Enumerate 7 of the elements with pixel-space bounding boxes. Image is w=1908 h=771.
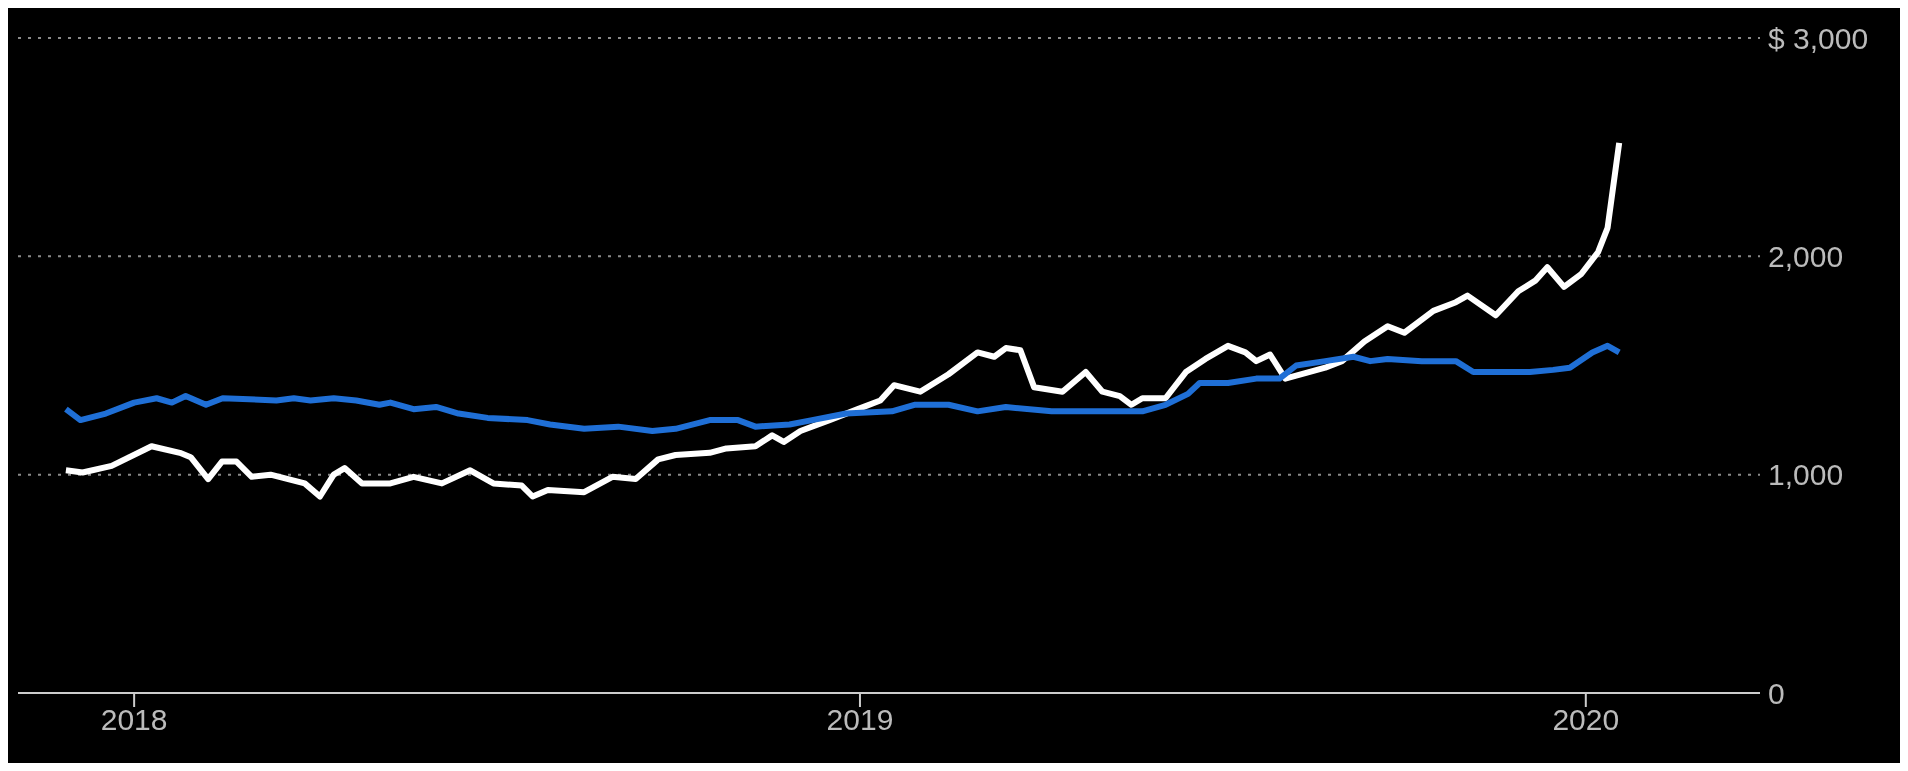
- x-tick-label: 2018: [100, 703, 168, 737]
- x-tick-label: 2020: [1552, 703, 1620, 737]
- y-tick-label: 0: [1768, 676, 1785, 710]
- y-tick-label: 2,000: [1768, 239, 1844, 273]
- x-tick-label: 2019: [826, 703, 894, 737]
- y-tick-label: 1,000: [1768, 458, 1844, 492]
- y-tick-label: $ 3,000: [1768, 21, 1869, 55]
